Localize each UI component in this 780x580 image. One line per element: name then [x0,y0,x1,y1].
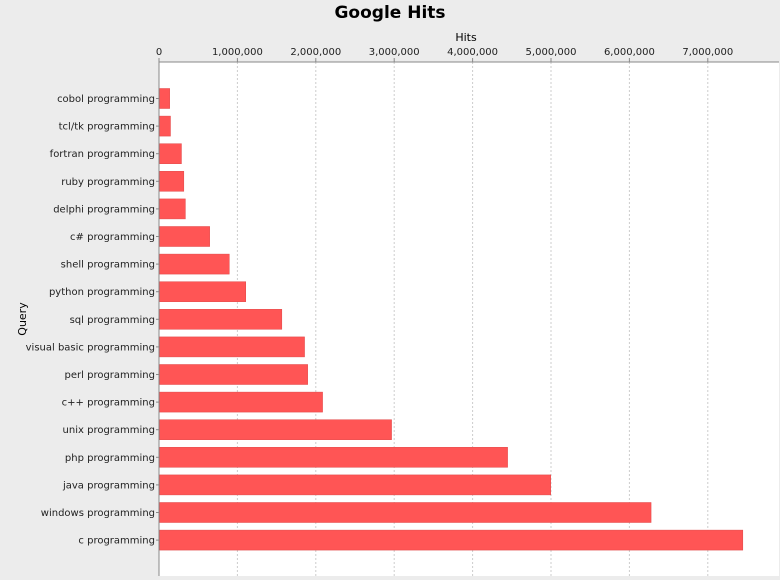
category-label: c programming [78,536,155,547]
bar [159,88,170,109]
category-label: visual basic programming [26,342,155,353]
category-label: php programming [65,453,155,464]
category-label: cobol programming [57,94,155,105]
x-tick-label: 3,000,000 [369,47,420,58]
category-label: java programming [62,480,155,491]
category-label: perl programming [65,370,155,381]
bar [159,143,182,164]
bar [159,447,508,468]
x-tick-label: 7,000,000 [682,47,733,58]
x-axis-label: Hits [455,31,477,44]
bar [159,474,551,496]
bar [159,115,171,137]
category-label: windows programming [41,508,155,519]
bar [159,336,305,358]
x-axis-ticks: 0 1,000,000 2,000,000 3,000,000 4,000,000 5,0… [156,47,733,62]
bar [159,364,308,385]
category-label: c++ programming [62,398,155,409]
bar [159,198,186,220]
category-label: tcl/tk programming [59,122,155,133]
category-label: python programming [49,287,155,298]
category-label: sql programming [70,315,155,326]
category-label: shell programming [61,260,155,271]
bars [159,88,744,551]
bar [159,502,652,523]
bar [159,281,246,302]
bar [159,419,392,440]
chart-title: Google Hits [334,3,445,23]
x-tick-label: 0 [156,47,162,58]
x-tick-label: 1,000,000 [212,47,263,58]
x-tick-label: 4,000,000 [447,47,498,58]
category-label: fortran programming [50,149,155,160]
category-label: unix programming [63,425,155,436]
bar [159,391,323,413]
category-label: delphi programming [53,204,155,215]
x-tick-label: 2,000,000 [290,47,341,58]
y-axis-label: Query [16,302,29,336]
bar [159,171,185,192]
category-label: ruby programming [61,177,155,188]
x-tick-label: 5,000,000 [526,47,577,58]
bar [159,226,210,247]
x-tick-label: 6,000,000 [604,47,655,58]
grid-lines [236,62,709,576]
category-labels: cobol programming tcl/tk programming fortr… [26,94,159,547]
bar [159,529,744,551]
category-label: c# programming [70,232,155,243]
bar [159,309,283,330]
bar [159,253,230,275]
